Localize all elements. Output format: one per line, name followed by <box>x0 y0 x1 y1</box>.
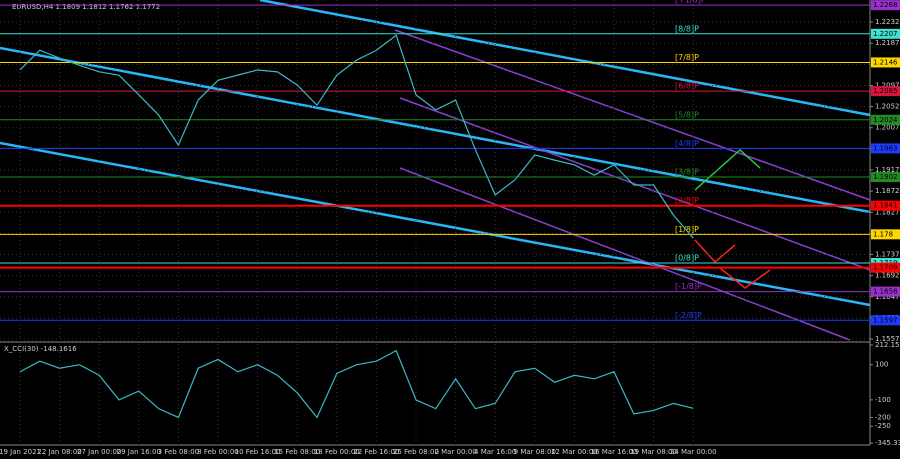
y-tick-label: -100 <box>875 396 891 404</box>
level-value: 1.1658 <box>873 288 898 296</box>
y-tick-label: 1.2097 <box>875 81 900 89</box>
trend-line <box>0 46 871 214</box>
level-label-box <box>871 57 900 68</box>
y-tick-label: -345.334 <box>875 439 900 447</box>
x-tick-label: 18 Feb 00:00 <box>314 448 360 456</box>
level-label-box <box>871 200 900 211</box>
y-tick-label: 1.2007 <box>875 124 900 132</box>
level-value: 1.2146 <box>873 58 898 66</box>
level-value: 1.178 <box>873 230 893 238</box>
x-tick-label: 22 Feb 16:00 <box>353 448 399 456</box>
level-value: 1.1902 <box>873 173 898 181</box>
x-tick-label: 19 Jan 2021 <box>0 448 41 456</box>
level-name: [0/8]P <box>675 253 699 262</box>
level-name: [+1/8]P <box>675 0 706 5</box>
level-label-box <box>871 86 900 97</box>
level-value: 1.1597 <box>873 316 898 324</box>
level-value: 1.2024 <box>873 116 898 124</box>
level-value: 1.2268 <box>873 1 898 9</box>
level-name: [3/8]P <box>675 168 699 177</box>
y-tick-label: 212.1595 <box>875 341 900 349</box>
y-tick-label: 1.2052 <box>875 103 900 111</box>
x-tick-label: 25 Feb 08:00 <box>393 448 439 456</box>
forecast-arrow <box>694 239 736 264</box>
y-tick-label: 1.1692 <box>875 272 900 280</box>
level-value: 1.1963 <box>873 144 898 152</box>
y-tick-label: 1.1872 <box>875 187 900 195</box>
chart-title: EURUSD,H4 1.1809 1.1812 1.1762 1.1772 <box>12 3 160 11</box>
y-tick-label: 1.2187 <box>875 39 900 47</box>
y-tick-label: 1.1737 <box>875 251 900 259</box>
y-tick-label: 1.1827 <box>875 208 900 216</box>
indicator-title: X_CCI(30) -148.1616 <box>4 345 77 353</box>
x-tick-label: 15 Feb 08:00 <box>274 448 320 456</box>
level-label-box <box>871 143 900 154</box>
x-tick-label: 22 Jan 08:00 <box>37 448 81 456</box>
x-tick-label: 24 Mar 00:00 <box>670 448 717 456</box>
level-label-box <box>871 262 900 273</box>
level-name: [6/8]P <box>675 82 699 91</box>
level-value: 1.2085 <box>873 87 898 95</box>
level-label-box <box>871 172 900 183</box>
x-tick-label: 16 Mar 16:00 <box>591 448 638 456</box>
level-name: [8/8]P <box>675 24 699 33</box>
level-name: [2/8]P <box>675 196 699 205</box>
level-label-box <box>871 28 900 39</box>
x-tick-label: 27 Jan 00:00 <box>77 448 121 456</box>
level-label-box <box>871 286 900 297</box>
level-label-box <box>871 0 900 11</box>
level-label-box <box>871 114 900 125</box>
x-tick-label: 4 Mar 16:00 <box>474 448 516 456</box>
y-tick-label: 1.1557 <box>875 335 900 343</box>
channel-line <box>399 167 851 341</box>
level-value: 1.1841 <box>873 202 898 210</box>
level-name: [4/8]P <box>675 139 699 148</box>
series-line <box>19 349 694 419</box>
level-name: [5/8]P <box>675 110 699 119</box>
y-tick-label: 1.1647 <box>875 293 900 301</box>
x-tick-label: 19 Mar 08:00 <box>630 448 677 456</box>
x-tick-label: 3 Feb 08:00 <box>158 448 199 456</box>
level-label-box <box>871 229 900 240</box>
y-tick-label: 1.2232 <box>875 18 900 26</box>
trend-line <box>259 0 871 117</box>
forecast-arrow <box>719 267 771 289</box>
level-value: 1.2207 <box>873 30 898 38</box>
y-tick-label: 1.1917 <box>875 166 900 174</box>
channel-line <box>394 29 871 201</box>
x-tick-label: 29 Jan 16:00 <box>117 448 161 456</box>
level-name: [-1/8]P <box>675 282 702 291</box>
level-name: [1/8]P <box>675 225 699 234</box>
x-tick-label: 8 Feb 00:00 <box>197 448 238 456</box>
y-tick-label: -250 <box>875 422 891 430</box>
x-tick-label: 9 Mar 08:00 <box>514 448 556 456</box>
x-tick-label: 12 Mar 00:00 <box>551 448 598 456</box>
channel-line <box>399 97 871 271</box>
level-name: [-2/8]P <box>675 311 702 320</box>
level-label-box <box>871 315 900 326</box>
level-value: 1.1709 <box>873 264 898 272</box>
x-tick-label: 2 Mar 00:00 <box>434 448 476 456</box>
series-line <box>19 34 694 239</box>
x-tick-label: 10 Feb 16:00 <box>235 448 281 456</box>
y-tick-label: 100 <box>875 361 888 369</box>
y-tick-label: -200 <box>875 413 891 421</box>
level-name: [7/8]P <box>675 53 699 62</box>
